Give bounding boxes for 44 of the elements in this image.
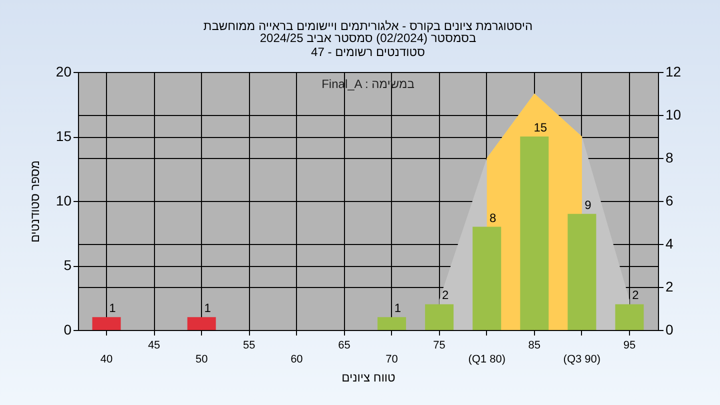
x-tick-label: 45: [148, 340, 160, 352]
x-tick-label: 70: [386, 354, 398, 366]
bar: [568, 214, 596, 330]
data-label: 2: [442, 288, 449, 302]
x-tick-label: 65: [338, 340, 350, 352]
x-tick-label: (Q1 80): [468, 354, 506, 366]
data-label: 2: [632, 288, 640, 302]
y2-tick-label: 0: [666, 322, 674, 338]
x-tick-label: 50: [195, 354, 208, 366]
bar: [187, 317, 216, 330]
y2-tick-label: 2: [666, 278, 674, 294]
y-tick-label: 5: [64, 257, 72, 273]
x-tick-label: 75: [433, 340, 446, 352]
bar: [472, 226, 502, 330]
y2-tick-label: 8: [666, 150, 674, 166]
y2-tick-label: 10: [666, 106, 682, 122]
x-axis-title: טווח ציונים: [342, 370, 396, 384]
data-label: 1: [109, 301, 116, 316]
bar: [615, 304, 644, 330]
y-tick-label: 0: [64, 322, 72, 338]
data-label: 9: [584, 198, 592, 212]
x-tick-label: (Q3 90): [563, 354, 601, 366]
y-tick-label: 15: [56, 128, 72, 144]
y-axis-title: מספר סטודנטים: [28, 160, 42, 243]
y-tick-label: 20: [56, 64, 72, 80]
data-label: 1: [204, 301, 212, 316]
bar: [92, 317, 121, 330]
data-label: 1: [394, 301, 402, 316]
x-tick-label: 55: [243, 340, 256, 352]
y2-tick-label: 12: [666, 64, 682, 80]
x-tick-label: 85: [528, 340, 541, 352]
x-tick-label: 95: [623, 340, 636, 352]
data-label: 8: [490, 210, 497, 225]
data-label: 15: [534, 120, 548, 134]
chart-subtitle: בסמסטר (02/2024) סמסטר אביב 2024/25 סטודנטים רשומים - 47: [260, 31, 476, 59]
y-tick-label: 10: [56, 192, 72, 208]
chart-title: היסטוגרמת ציונים בקורס - אלגוריתמים ויישומים בראייה ממוחשבת: [203, 19, 533, 33]
bar: [520, 136, 549, 330]
x-tick-label: 60: [290, 354, 303, 366]
bar: [425, 304, 454, 330]
y2-tick-label: 4: [666, 236, 674, 252]
x-tick-label: 40: [100, 354, 113, 366]
bar: [378, 317, 406, 330]
y2-tick-label: 6: [666, 192, 674, 208]
